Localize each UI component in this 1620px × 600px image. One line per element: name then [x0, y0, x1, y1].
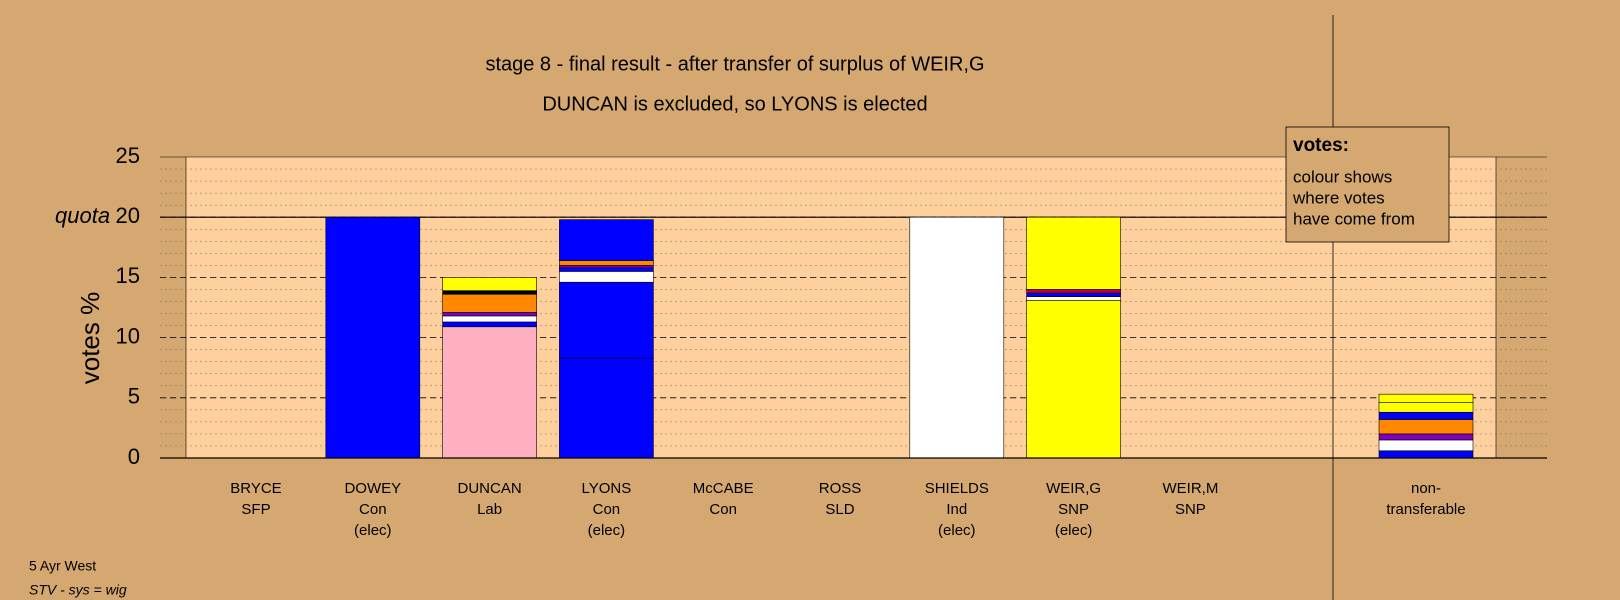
- x-tick-label: DOWEY: [344, 480, 401, 497]
- x-tick-label: LYONS: [582, 480, 632, 497]
- quota-label: quota: [55, 203, 110, 228]
- footer-text: STV - sys = wig: [29, 582, 127, 598]
- x-tick-label: Ind: [946, 501, 967, 518]
- bar-segment: [325, 216, 421, 459]
- y-tick-label: 10: [116, 323, 140, 348]
- legend: votes: colour shows where votes have com…: [1285, 126, 1450, 243]
- bar-segment: [442, 312, 537, 317]
- bar-segment: [1026, 289, 1121, 294]
- x-tick-label: SHIELDS: [925, 480, 989, 497]
- bar-segment: [442, 290, 537, 295]
- y-tick-label: 0: [128, 444, 140, 469]
- x-tick-label: SNP: [1058, 501, 1089, 518]
- bar-segment: [1378, 433, 1474, 441]
- chart-subtitle: DUNCAN is excluded, so LYONS is elected: [542, 93, 927, 115]
- bar-segment: [442, 293, 537, 313]
- x-tick-label: Con: [709, 501, 737, 518]
- legend-title: votes:: [1293, 135, 1349, 156]
- bars: [325, 216, 1474, 459]
- bar-segment: [559, 267, 654, 272]
- bar-segment: [1026, 216, 1121, 290]
- bar-segment: [442, 315, 537, 323]
- legend-text: where votes: [1292, 188, 1385, 207]
- bar-segment: [1378, 439, 1474, 452]
- x-tick-label: transferable: [1386, 501, 1465, 518]
- y-tick-label: 15: [116, 263, 140, 288]
- x-tick-label: ROSS: [819, 480, 862, 497]
- bar-segment: [442, 326, 537, 459]
- x-tick-label: (elec): [938, 522, 976, 539]
- legend-box: [1285, 126, 1450, 243]
- x-tick-label: non-: [1411, 480, 1441, 497]
- bar-segment: [1026, 292, 1121, 297]
- bar-segment: [559, 271, 654, 283]
- x-tick-label: McCABE: [693, 480, 754, 497]
- y-tick-label: 20: [116, 203, 140, 228]
- chart-title: stage 8 - final result - after transfer …: [485, 53, 984, 75]
- bar-segment: [559, 357, 654, 459]
- x-tick-label: WEIR,M: [1162, 480, 1218, 497]
- legend-text: have come from: [1293, 209, 1415, 228]
- bar-segment: [909, 216, 1005, 459]
- bar-segment: [442, 321, 537, 328]
- y-axis-label: votes %: [75, 292, 105, 385]
- bar-segment: [559, 219, 654, 261]
- x-tick-label: DUNCAN: [458, 480, 522, 497]
- bar-segment: [1378, 411, 1474, 420]
- x-tick-label: SLD: [825, 501, 854, 518]
- footer-text: 5 Ayr West: [29, 558, 96, 574]
- x-tick-label: (elec): [354, 522, 392, 539]
- legend-text: colour shows: [1293, 167, 1392, 186]
- bar-segment: [1378, 419, 1474, 435]
- y-tick-label: 25: [116, 143, 140, 168]
- x-tick-label: Lab: [477, 501, 502, 518]
- x-tick-label: (elec): [1055, 522, 1093, 539]
- bar-segment: [559, 260, 654, 266]
- x-tick-label: SNP: [1175, 501, 1206, 518]
- bar-segment: [1378, 393, 1474, 403]
- bar-segment: [559, 265, 654, 269]
- bar-segment: [1026, 299, 1121, 459]
- bar-segment: [442, 277, 537, 291]
- x-tick-label: (elec): [588, 522, 626, 539]
- bar-segment: [1378, 450, 1474, 459]
- y-tick-label: 5: [128, 384, 140, 409]
- x-tick-label: Con: [359, 501, 387, 518]
- x-tick-label: BRYCE: [230, 480, 281, 497]
- x-tick-label: Con: [593, 501, 621, 518]
- x-tick-label: WEIR,G: [1046, 480, 1101, 497]
- x-tick-label: SFP: [241, 501, 270, 518]
- bar-segment: [1378, 402, 1474, 413]
- bar-segment: [1026, 296, 1121, 301]
- bar-segment: [559, 281, 654, 359]
